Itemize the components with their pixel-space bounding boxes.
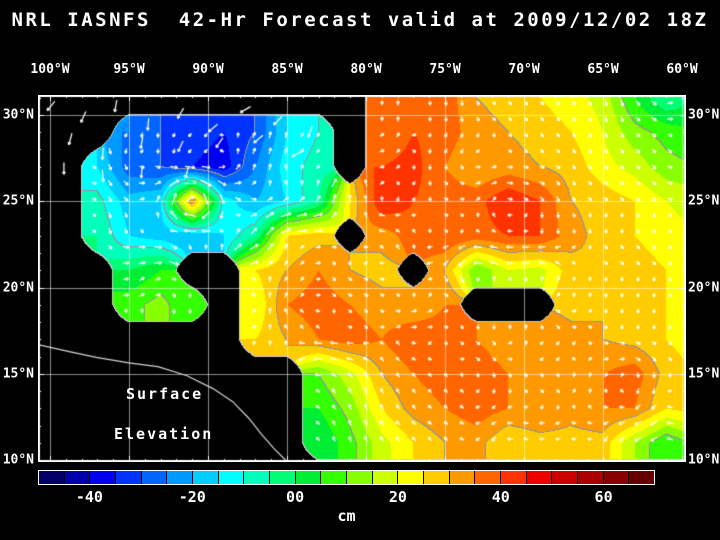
lon-tick-label: 65°W bbox=[587, 62, 619, 77]
lon-tick-label: 85°W bbox=[271, 62, 303, 77]
lon-tick-label: 90°W bbox=[192, 62, 224, 77]
colorbar-segment bbox=[424, 471, 450, 484]
colorbar-segment bbox=[295, 471, 322, 484]
colorbar-tick-label: -20 bbox=[178, 488, 206, 506]
colorbar-segment bbox=[116, 471, 142, 484]
colorbar-tick-label: 40 bbox=[491, 488, 510, 506]
lon-tick-label: 80°W bbox=[350, 62, 382, 77]
lon-tick-label: 60°W bbox=[666, 62, 698, 77]
colorbar-tick-label: 20 bbox=[388, 488, 407, 506]
colorbar-segment bbox=[193, 471, 219, 484]
surface-elevation-heatmap-canvas bbox=[38, 95, 686, 462]
colorbar-segment bbox=[270, 471, 296, 484]
colorbar-segment bbox=[39, 471, 65, 484]
lat-tick-label-left: 30°N bbox=[2, 107, 34, 123]
map-area: Surface Elevation bbox=[38, 95, 686, 462]
colorbar-tick-label: -40 bbox=[75, 488, 103, 506]
colorbar-segment bbox=[244, 471, 271, 484]
plot-title: NRL IASNFS 42-Hr Forecast valid at 2009/… bbox=[11, 9, 709, 31]
colorbar-segment bbox=[629, 471, 655, 484]
colorbar-segment bbox=[64, 471, 91, 484]
colorbar-segment bbox=[552, 471, 579, 484]
lat-tick-label-left: 10°N bbox=[2, 452, 34, 468]
colorbar-segment bbox=[321, 471, 348, 484]
variable-label-line2: Elevation bbox=[114, 425, 214, 443]
lat-tick-label-left: 15°N bbox=[2, 366, 34, 382]
lat-tick-label-right: 20°N bbox=[688, 280, 720, 296]
lon-tick-label: 75°W bbox=[429, 62, 461, 77]
lat-tick-label-left: 25°N bbox=[2, 193, 34, 209]
lon-tick-label: 70°W bbox=[508, 62, 540, 77]
variable-label-line1: Surface bbox=[126, 385, 204, 403]
colorbar-segment bbox=[372, 471, 399, 484]
lon-tick-label: 100°W bbox=[30, 62, 70, 77]
lon-tick-label: 95°W bbox=[113, 62, 145, 77]
colorbar-tick-label: 00 bbox=[286, 488, 305, 506]
lat-tick-label-right: 25°N bbox=[688, 193, 720, 209]
colorbar-segment bbox=[218, 471, 245, 484]
colorbar bbox=[38, 470, 655, 485]
lat-tick-label-right: 30°N bbox=[688, 107, 720, 123]
colorbar-segment bbox=[398, 471, 425, 484]
colorbar-unit-label: cm bbox=[337, 507, 356, 525]
colorbar-segment bbox=[167, 471, 194, 484]
colorbar-segment bbox=[578, 471, 604, 484]
colorbar-tick-label: 60 bbox=[594, 488, 613, 506]
colorbar-segment bbox=[449, 471, 476, 484]
colorbar-segment bbox=[90, 471, 117, 484]
colorbar-segment bbox=[141, 471, 168, 484]
colorbar-segment bbox=[603, 471, 630, 484]
colorbar-segment bbox=[526, 471, 553, 484]
lat-tick-label-right: 10°N bbox=[688, 452, 720, 468]
colorbar-segment bbox=[501, 471, 527, 484]
lat-tick-label-right: 15°N bbox=[688, 366, 720, 382]
colorbar-segment bbox=[347, 471, 373, 484]
lat-tick-label-left: 20°N bbox=[2, 280, 34, 296]
colorbar-segment bbox=[475, 471, 502, 484]
